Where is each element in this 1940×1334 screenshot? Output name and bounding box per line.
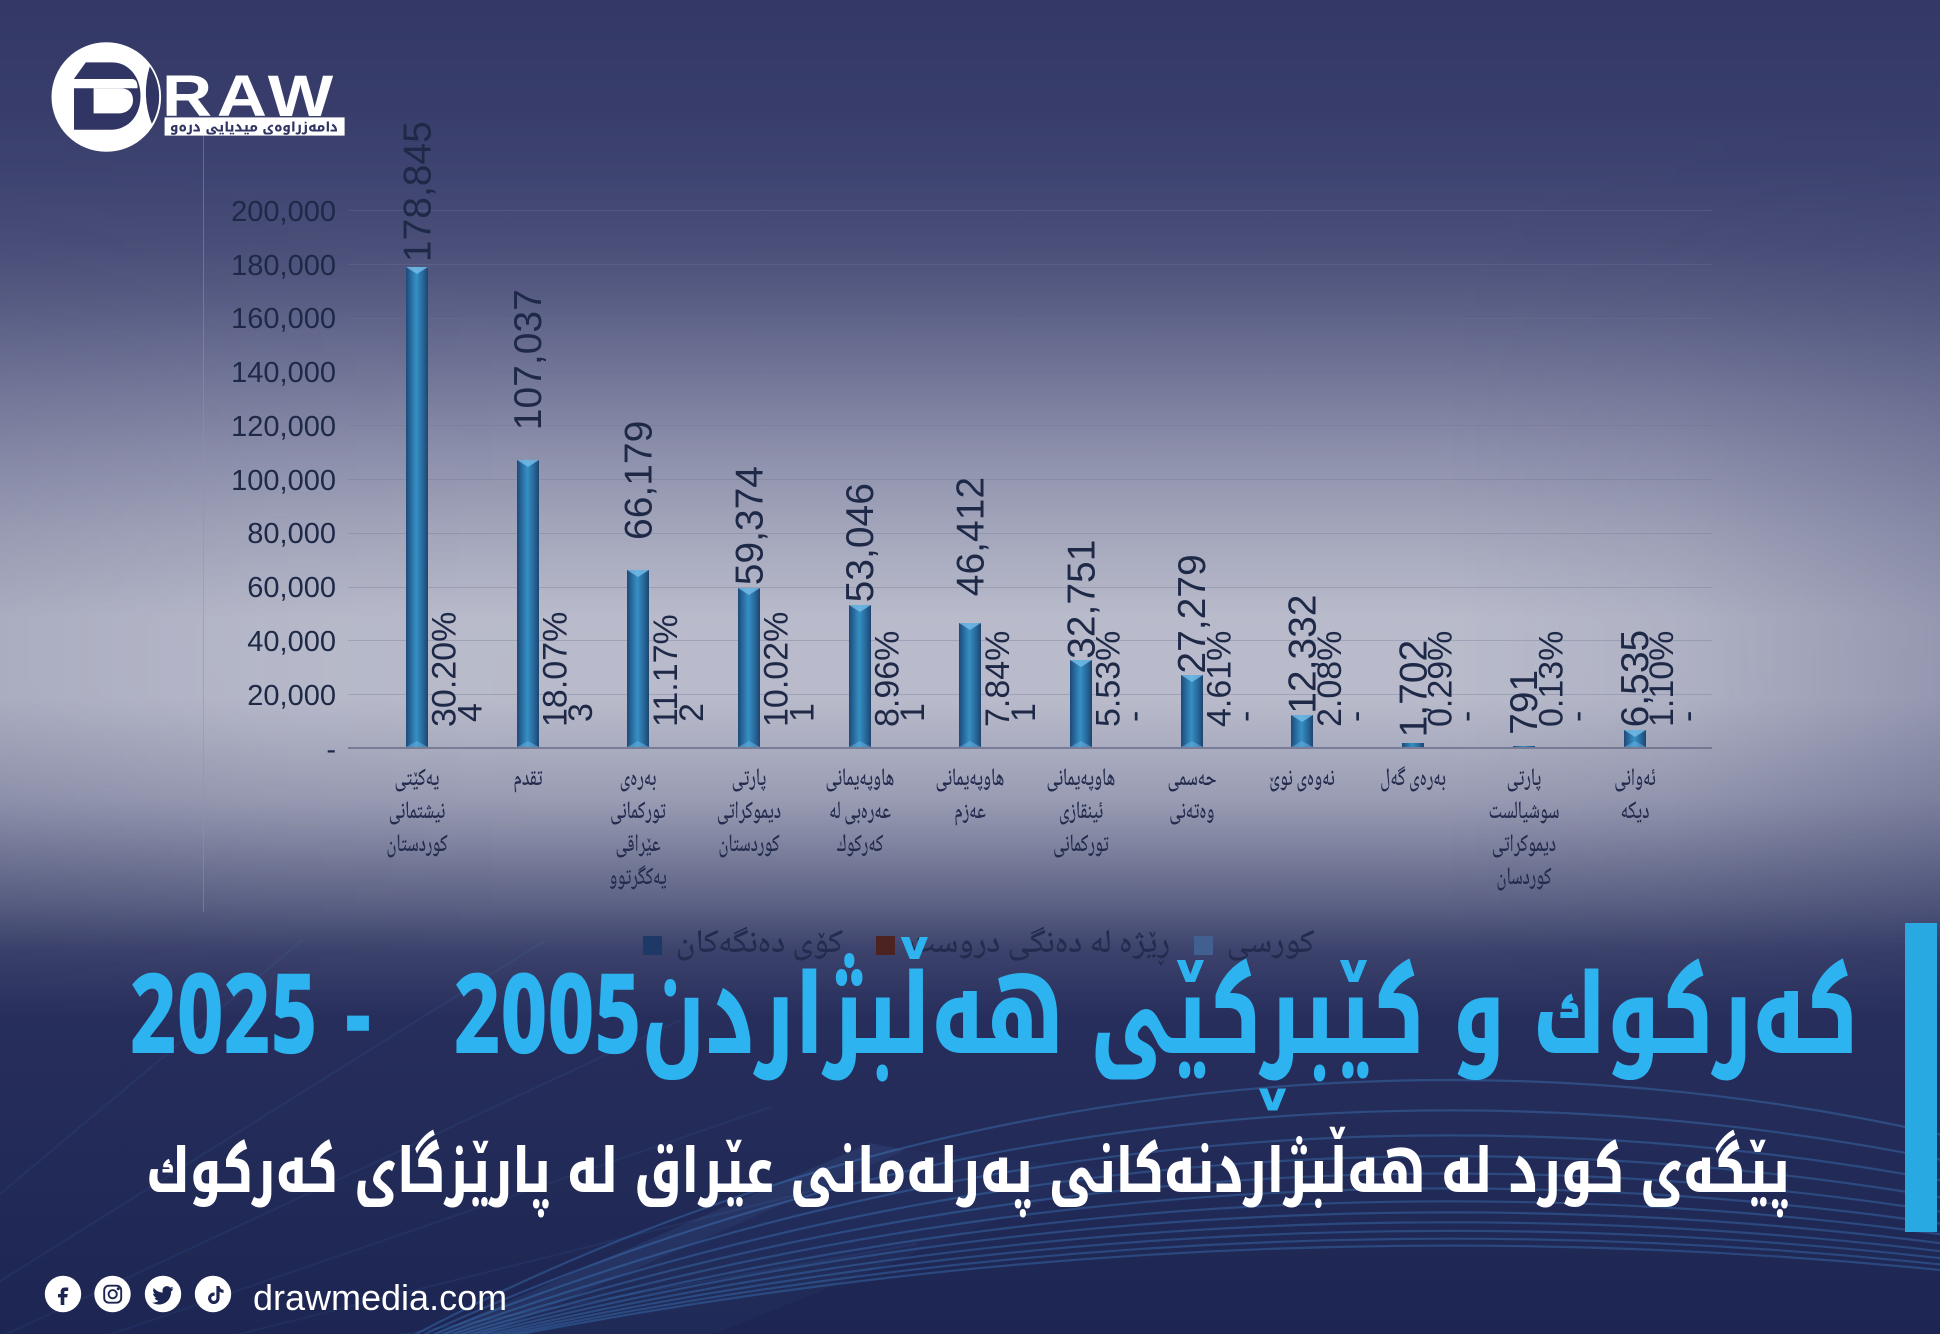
svg-text:دامەزراوەی میدیایی درەو: دامەزراوەی میدیایی درەو: [170, 115, 338, 140]
